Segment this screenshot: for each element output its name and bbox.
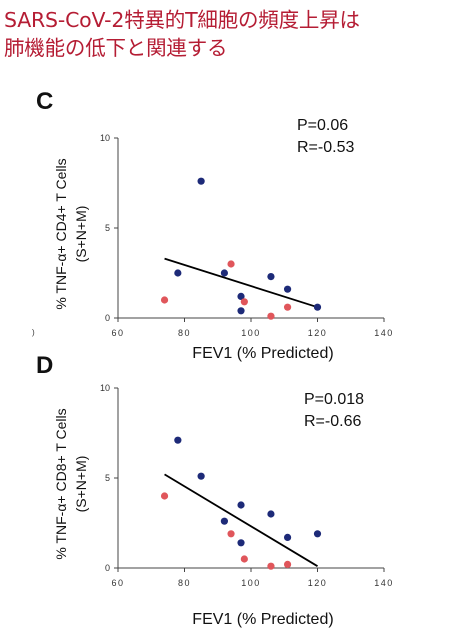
data-point-navy: [220, 269, 228, 277]
p-value-c: P=0.06: [297, 117, 348, 134]
chart-d: 60 80 100 120 140 0 5 10 P=0.018 R=-0.66 FEV1 (% P…: [53, 383, 394, 628]
data-point-navy: [267, 510, 275, 518]
data-point-red: [283, 303, 292, 311]
r-value-c: R=-0.53: [297, 139, 354, 156]
x-axis-label-d: FEV1 (% Predicted): [192, 611, 333, 628]
r-value-d: R=-0.66: [304, 413, 361, 430]
headline: SARS-CoV-2特異的T細胞の頻度上昇は 肺機能の低下と関連する: [4, 6, 452, 62]
y-tick-label: 0: [105, 313, 110, 323]
data-point-navy: [174, 436, 182, 444]
x-tick-label: 140: [374, 328, 394, 338]
x-tick-label: 60: [111, 578, 124, 588]
x-tick-label: 100: [241, 328, 261, 338]
x-tick-label: 140: [374, 578, 394, 588]
x-tick-label: 120: [308, 328, 328, 338]
panel-label-c: C: [36, 88, 54, 115]
data-point-navy: [283, 533, 292, 541]
x-tick-label: 100: [241, 578, 261, 588]
y-axis-sublabel-d: (S+N+M): [73, 456, 89, 513]
data-point-navy: [220, 517, 228, 525]
data-point-navy: [283, 285, 292, 293]
headline-line-1: SARS-CoV-2特異的T細胞の頻度上昇は: [4, 8, 360, 32]
data-point-navy: [237, 539, 245, 547]
x-tick-label: 120: [308, 578, 328, 588]
data-point-red: [240, 555, 248, 563]
stray-mark: ): [32, 328, 35, 337]
y-tick-label: 10: [100, 383, 110, 393]
data-point-navy: [174, 269, 182, 277]
headline-line-2: 肺機能の低下と関連する: [4, 36, 228, 60]
y-tick-label: 0: [105, 563, 110, 573]
trendline-d: [164, 473, 318, 567]
y-axis-label-d: % TNF-α+ CD8+ T Cells: [53, 408, 69, 559]
trendline-c: [164, 257, 318, 309]
y-axis-sublabel-c: (S+N+M): [73, 206, 89, 263]
data-point-navy: [237, 307, 245, 315]
data-point-red: [267, 562, 275, 570]
y-tick-label: 5: [105, 223, 110, 233]
data-point-navy: [313, 530, 322, 538]
data-point-red: [160, 492, 169, 500]
data-point-red: [227, 530, 235, 538]
chart-c: 60 80 100 120 140 0 5 10 P=0.06 R=-0.53 FEV1 (% Pr…: [53, 117, 394, 362]
data-point-navy: [237, 292, 245, 300]
x-tick-label: 80: [178, 578, 191, 588]
y-axis-label-c: % TNF-α+ CD4+ T Cells: [53, 158, 69, 309]
data-point-red: [240, 298, 248, 306]
p-value-d: P=0.018: [304, 391, 364, 408]
y-tick-label: 10: [100, 133, 110, 143]
data-point-navy: [313, 303, 322, 311]
data-point-navy: [197, 177, 205, 185]
panel-label-d: D: [36, 352, 54, 379]
x-axis-label-c: FEV1 (% Predicted): [192, 345, 333, 362]
data-point-navy: [267, 273, 275, 281]
x-tick-label: 60: [111, 328, 124, 338]
data-point-navy: [197, 472, 205, 480]
data-point-red: [227, 260, 235, 268]
data-point-red: [160, 296, 169, 304]
x-tick-label: 80: [178, 328, 191, 338]
data-point-red: [267, 312, 275, 320]
y-tick-label: 5: [105, 473, 110, 483]
data-point-red: [283, 560, 292, 568]
data-point-navy: [237, 501, 245, 509]
